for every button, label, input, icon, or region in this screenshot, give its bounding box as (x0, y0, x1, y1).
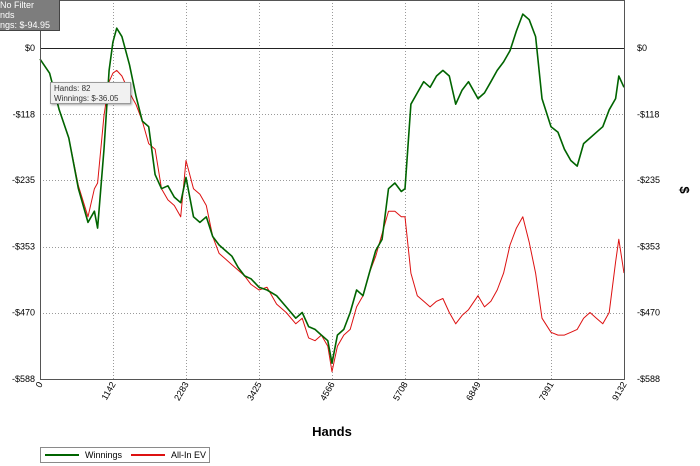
x-tick-label: 2283 (172, 380, 191, 402)
legend-label-all-in-ev: All-In EV (171, 449, 207, 460)
x-tick-label: 0 (34, 380, 45, 389)
y-axis-labels-right: $0 -$118 -$235 -$353 -$470 -$588 (637, 43, 660, 384)
x-axis-labels: 0 1142 2283 3425 4566 5708 6849 7991 9132 (34, 380, 629, 402)
y-tick-label-right: -$470 (637, 308, 660, 318)
y-tick-label-right: -$588 (637, 374, 660, 384)
y-axis-title: $ (677, 186, 692, 194)
x-tick-label: 3425 (245, 380, 264, 402)
x-axis-title: Hands (312, 424, 352, 439)
x-tick-label: 1142 (99, 380, 117, 402)
legend-item-all-in-ev[interactable]: All-In EV (131, 449, 206, 460)
legend-swatch-winnings (45, 453, 79, 456)
info-line-winnings: ngs: $-94.95 (0, 20, 51, 30)
y-tick-label-left: -$470 (12, 308, 35, 318)
filter-info-box: No Filter nds ngs: $-94.95 (0, 0, 60, 31)
legend-label-winnings: Winnings (85, 449, 123, 460)
plot-border (40, 0, 625, 380)
x-tick-label: 4566 (318, 380, 337, 402)
series-layer (39, 13, 625, 373)
legend-item-winnings[interactable]: Winnings (45, 449, 122, 460)
y-tick-label-left: $0 (25, 43, 35, 53)
series-line-winnings (39, 13, 625, 365)
y-axis-labels-left: $0 -$118 -$235 -$353 -$470 -$588 (12, 43, 35, 384)
tooltip-hands: Hands: 82 (54, 84, 91, 93)
y-tick-label-right: -$235 (637, 175, 660, 185)
tooltip-winnings: Winnings: $-36.05 (54, 94, 119, 103)
y-tick-label-right: $0 (637, 43, 647, 53)
x-tick-label: 6849 (464, 380, 483, 402)
info-line-filter: No Filter (0, 0, 35, 10)
hover-tooltip: Hands: 82 Winnings: $-36.05 (50, 82, 131, 104)
y-tick-label-left: -$118 (13, 109, 35, 119)
x-tick-label: 5708 (391, 380, 410, 402)
info-line-hands: nds (0, 10, 15, 20)
y-tick-label-right: -$118 (637, 109, 659, 119)
x-tick-label: 9132 (610, 380, 629, 402)
y-tick-label-left: -$588 (12, 374, 35, 384)
x-tick-label: 7991 (537, 380, 556, 402)
legend-swatch-all-in-ev (131, 453, 165, 456)
y-tick-label-right: -$353 (637, 242, 660, 252)
y-tick-label-left: -$235 (12, 175, 35, 185)
chart-legend: Winnings All-In EV (40, 447, 210, 463)
y-tick-label-left: -$353 (12, 242, 35, 252)
